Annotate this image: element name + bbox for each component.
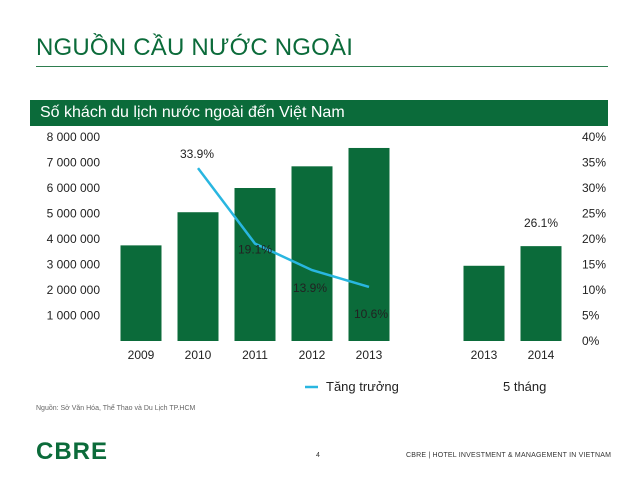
cbre-logo: CBRE xyxy=(36,438,109,465)
page-number: 4 xyxy=(316,452,320,459)
left-axis-tick: 4 000 000 xyxy=(47,232,101,246)
source-note: Nguồn: Sở Văn Hóa, Thể Thao và Du Lịch T… xyxy=(36,405,196,412)
x-axis-tick: 2012 xyxy=(299,348,326,362)
x-axis-tick: 2014 xyxy=(528,348,555,362)
right-axis-tick: 5% xyxy=(582,309,600,323)
bar xyxy=(291,166,333,341)
right-axis-tick: 40% xyxy=(582,130,606,144)
right-axis-tick: 30% xyxy=(582,181,606,195)
bar xyxy=(348,147,390,341)
left-axis-tick: 3 000 000 xyxy=(47,258,101,272)
visitor-chart: 8 000 000 7 000 000 6 000 000 5 000 000 4 00… xyxy=(47,130,607,394)
left-axis-tick: 5 000 000 xyxy=(47,207,101,221)
x-axis-tick: 2009 xyxy=(128,348,155,362)
growth-data-label: 10.6% xyxy=(354,307,388,321)
x-axis-tick: 2010 xyxy=(185,348,212,362)
right-axis-tick: 25% xyxy=(582,207,606,221)
right-axis-tick: 10% xyxy=(582,283,606,297)
bar xyxy=(234,188,276,341)
bar xyxy=(177,212,219,341)
right-axis-tick: 15% xyxy=(582,258,606,272)
x-axis-tick: 2011 xyxy=(242,348,268,362)
growth-data-label: 33.9% xyxy=(180,147,214,161)
left-axis-tick: 7 000 000 xyxy=(47,156,101,170)
left-axis-tick: 1 000 000 xyxy=(47,309,101,323)
chart-header: Số khách du lịch nước ngoài đến Việt Nam xyxy=(30,100,608,126)
bar xyxy=(520,246,562,341)
slide-title: NGUỒN CẦU NƯỚC NGOÀI xyxy=(36,34,354,61)
growth-line xyxy=(197,167,370,289)
x-axis-tick: 2013 xyxy=(356,348,383,362)
footer-text: CBRE | HOTEL INVESTMENT & MANAGEMENT IN … xyxy=(406,452,612,459)
bar xyxy=(463,265,505,341)
legend-line-label: Tăng trưởng xyxy=(326,379,399,394)
growth-data-label: 13.9% xyxy=(293,281,327,295)
x-axis-tick: 2013 xyxy=(471,348,498,362)
legend-group-label: 5 tháng xyxy=(503,379,546,394)
left-axis-tick: 2 000 000 xyxy=(47,283,101,297)
right-axis-tick: 35% xyxy=(582,156,606,170)
right-axis-tick: 0% xyxy=(582,334,600,348)
title-divider xyxy=(36,66,608,67)
growth-data-label: 19.1% xyxy=(238,243,272,257)
right-axis-tick: 20% xyxy=(582,232,606,246)
left-axis-tick: 6 000 000 xyxy=(47,181,101,195)
left-axis-tick: 8 000 000 xyxy=(47,130,101,144)
bar xyxy=(120,245,162,341)
growth-data-label-2014: 26.1% xyxy=(524,216,558,230)
